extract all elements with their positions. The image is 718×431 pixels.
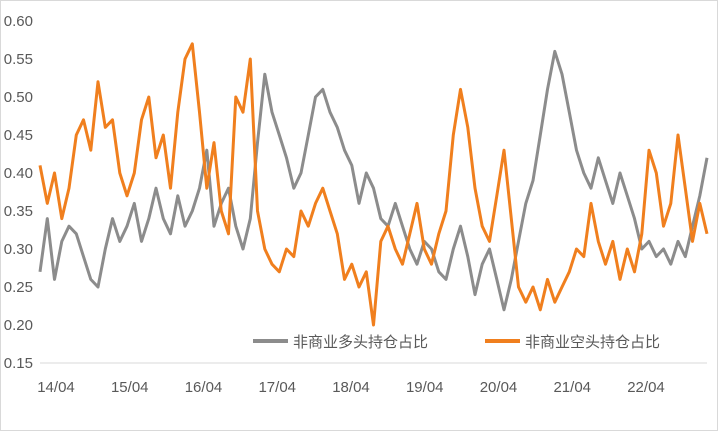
x-tick-label: 20/04 bbox=[480, 379, 518, 396]
legend-label-short: 非商业空头持仓占比 bbox=[525, 333, 660, 351]
x-tick-label: 17/04 bbox=[258, 379, 296, 396]
y-tick-label: 0.15 bbox=[4, 355, 33, 372]
y-tick-label: 0.20 bbox=[4, 317, 33, 334]
x-axis-tick-labels: 14/04 15/04 16/04 17/04 18/04 19/04 20/04 21/04… bbox=[37, 379, 665, 396]
y-tick-label: 0.25 bbox=[4, 279, 33, 296]
legend-label-long: 非商业多头持仓占比 bbox=[293, 333, 428, 351]
y-tick-label: 0.35 bbox=[4, 203, 33, 220]
x-tick-label: 19/04 bbox=[406, 379, 444, 396]
x-tick-label: 22/04 bbox=[627, 379, 665, 396]
series-lines bbox=[38, 42, 709, 327]
x-tick-label: 21/04 bbox=[553, 379, 591, 396]
y-tick-label: 0.60 bbox=[4, 13, 33, 30]
y-tick-label: 0.50 bbox=[4, 89, 33, 106]
x-tick-label: 16/04 bbox=[185, 379, 223, 396]
y-axis-tick-labels: 0.15 0.20 0.25 0.30 0.35 0.40 0.45 0.50 0.55 0.60 bbox=[4, 13, 33, 372]
y-tick-label: 0.40 bbox=[4, 165, 33, 182]
legend: 非商业多头持仓占比 非商业空头持仓占比 bbox=[253, 333, 660, 351]
x-tick-label: 15/04 bbox=[111, 379, 149, 396]
y-tick-label: 0.30 bbox=[4, 241, 33, 258]
x-tick-label: 18/04 bbox=[332, 379, 370, 396]
y-tick-label: 0.55 bbox=[4, 51, 33, 68]
series-line-long bbox=[38, 49, 709, 312]
x-tick-label: 14/04 bbox=[37, 379, 75, 396]
series-line-short bbox=[38, 42, 709, 327]
y-tick-label: 0.45 bbox=[4, 127, 33, 144]
